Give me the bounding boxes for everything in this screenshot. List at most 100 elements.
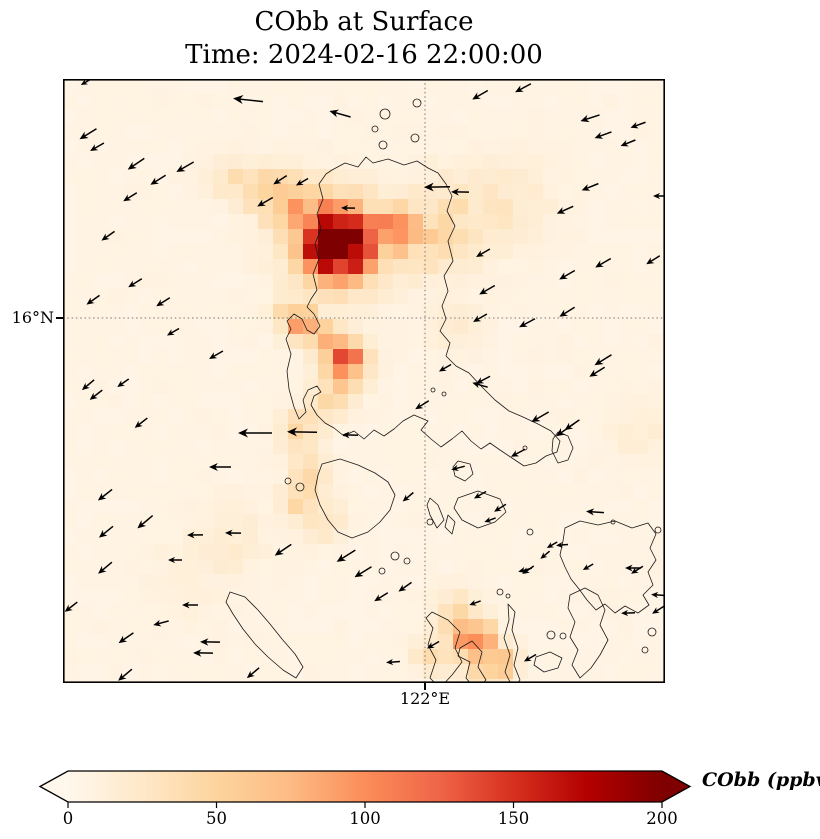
heatmap-cell [468,319,483,334]
heatmap-cell [363,214,378,229]
heatmap-cell [108,334,123,349]
heatmap-cell [408,424,423,439]
heatmap-cell [543,439,558,454]
heatmap-cell [543,469,558,484]
heatmap-cell [228,154,243,169]
heatmap-cell [558,109,573,124]
heatmap-cell [243,214,258,229]
heatmap-cell [453,409,468,424]
heatmap-cell [363,394,378,409]
heatmap-cell [438,664,453,679]
heatmap-cell [243,319,258,334]
heatmap-cell [288,544,303,559]
heatmap-cell [228,214,243,229]
heatmap-cell [198,304,213,319]
heatmap-cell [408,94,423,109]
heatmap-cell [543,574,558,589]
heatmap-cell [153,184,168,199]
heatmap-cell [198,544,213,559]
heatmap-cell [483,589,498,604]
heatmap-cell [243,334,258,349]
heatmap-cell [588,634,603,649]
heatmap-cell [528,304,543,319]
heatmap-cell [528,214,543,229]
heatmap-cell [258,244,273,259]
heatmap-cell [333,469,348,484]
wind-arrow [476,248,491,257]
heatmap-cell [633,649,648,664]
heatmap-cell [558,529,573,544]
heatmap-cell [348,514,363,529]
heatmap-cell [618,154,633,169]
heatmap-cell [648,274,663,289]
heatmap-cell [348,439,363,454]
heatmap-cell [213,454,228,469]
heatmap-cell [213,169,228,184]
heatmap-cell [183,619,198,634]
heatmap-cell [408,259,423,274]
heatmap-cell [63,409,78,424]
heatmap-cell [438,514,453,529]
heatmap-cell [198,664,213,679]
heatmap-cell [378,514,393,529]
heatmap-cell [228,604,243,619]
heatmap-cell [498,439,513,454]
heatmap-cell [228,259,243,274]
heatmap-cell [228,394,243,409]
heatmap-cell [573,634,588,649]
heatmap-cell [438,214,453,229]
heatmap-cell [138,379,153,394]
heatmap-cell [393,679,408,683]
heatmap-cell [438,184,453,199]
heatmap-cell [378,469,393,484]
heatmap-cell [333,484,348,499]
heatmap-cell [243,94,258,109]
heatmap-cell [393,259,408,274]
heatmap-cell [198,79,213,94]
wind-arrow [594,354,612,366]
heatmap-cell [333,559,348,574]
heatmap-cell [243,469,258,484]
heatmap-cell [453,544,468,559]
heatmap-cell [378,574,393,589]
heatmap-cell [333,199,348,214]
heatmap-cell [453,394,468,409]
heatmap-cell [603,439,618,454]
heatmap-cell [633,679,648,683]
heatmap-cell [213,589,228,604]
heatmap-cell [123,394,138,409]
heatmap-cell [438,154,453,169]
heatmap-cell [618,184,633,199]
heatmap-cell [198,679,213,683]
heatmap-cell [438,199,453,214]
heatmap-cell [483,319,498,334]
heatmap-cell [438,559,453,574]
heatmap-cell [108,424,123,439]
heatmap-cell [348,364,363,379]
heatmap-cell [633,199,648,214]
heatmap-cell [573,169,588,184]
heatmap-cell [558,94,573,109]
heatmap-cell [93,514,108,529]
heatmap-cell [63,334,78,349]
heatmap-cell [528,139,543,154]
heatmap-cell [108,199,123,214]
heatmap-cell [603,199,618,214]
heatmap-cell [648,424,663,439]
heatmap-cell [543,259,558,274]
heatmap-cell [153,424,168,439]
heatmap-cell [438,649,453,664]
heatmap-cell [108,679,123,683]
heatmap-cell [498,379,513,394]
heatmap-cell [243,604,258,619]
heatmap-cell [588,544,603,559]
heatmap-cell [468,679,483,683]
heatmap-cell [498,424,513,439]
heatmap-cell [288,94,303,109]
heatmap-cell [168,559,183,574]
heatmap-cell [168,649,183,664]
wind-arrow [484,516,496,523]
heatmap-cell [153,499,168,514]
heatmap-cell [378,409,393,424]
heatmap-cell [318,349,333,364]
